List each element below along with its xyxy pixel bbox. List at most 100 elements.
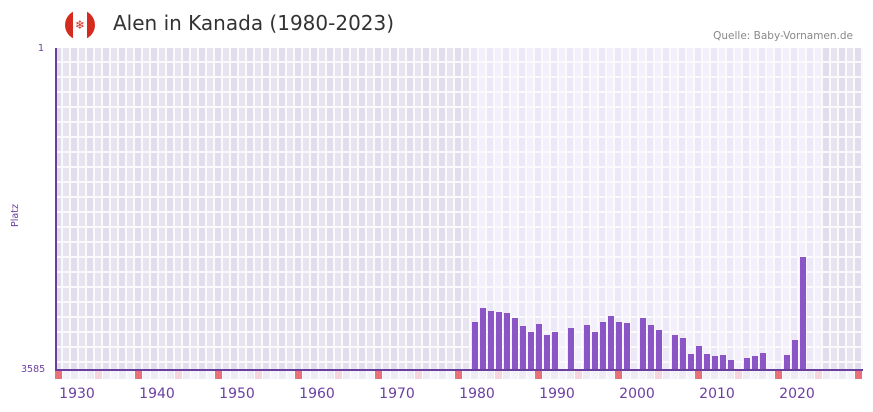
grid-column	[847, 48, 855, 370]
year-marker	[447, 371, 454, 379]
bar-2019[interactable]	[783, 354, 790, 370]
grid-column	[127, 48, 135, 370]
year-marker	[167, 371, 174, 379]
year-marker	[575, 371, 582, 379]
grid-column	[343, 48, 351, 370]
bar-1986[interactable]	[519, 325, 526, 370]
year-marker	[79, 371, 86, 379]
bar-1984[interactable]	[503, 312, 510, 370]
grid-column	[751, 48, 759, 370]
bar-1982[interactable]	[487, 311, 494, 370]
year-marker	[599, 371, 606, 379]
grid-column	[455, 48, 463, 370]
bar-2005[interactable]	[671, 334, 678, 370]
grid-column	[263, 48, 271, 370]
bar-1994[interactable]	[583, 325, 590, 370]
bar-2021[interactable]	[799, 256, 806, 370]
bar-1990[interactable]	[551, 331, 558, 370]
grid-column	[239, 48, 247, 370]
year-marker	[815, 371, 822, 379]
grid-column	[191, 48, 199, 370]
bar-1985[interactable]	[511, 317, 518, 370]
year-marker	[263, 371, 270, 379]
grid-column	[623, 48, 631, 370]
year-marker	[615, 371, 622, 379]
bar-1995[interactable]	[591, 331, 598, 370]
grid-column	[311, 48, 319, 370]
bar-1992[interactable]	[567, 327, 574, 370]
year-marker	[71, 371, 78, 379]
year-marker	[495, 371, 502, 379]
grid-column	[791, 48, 799, 370]
bar-2016[interactable]	[759, 352, 766, 370]
grid-column	[111, 48, 119, 370]
grid-column	[143, 48, 151, 370]
year-marker	[359, 371, 366, 379]
bar-1997[interactable]	[607, 316, 614, 370]
grid-column	[479, 48, 487, 370]
year-marker	[463, 371, 470, 379]
bar-2020[interactable]	[791, 339, 798, 370]
bar-2009[interactable]	[703, 353, 710, 370]
bar-1981[interactable]	[479, 308, 486, 370]
grid-column	[415, 48, 423, 370]
year-marker	[143, 371, 150, 379]
bar-2006[interactable]	[679, 337, 686, 370]
y-axis-line	[55, 48, 57, 370]
bar-2001[interactable]	[639, 317, 646, 370]
year-marker	[527, 371, 534, 379]
year-marker	[255, 371, 262, 379]
grid-column	[799, 48, 807, 370]
grid-column	[615, 48, 623, 370]
year-marker	[343, 371, 350, 379]
grid-column	[463, 48, 471, 370]
bar-1989[interactable]	[543, 334, 550, 370]
bar-2007[interactable]	[687, 353, 694, 370]
year-marker	[55, 371, 62, 379]
year-marker	[791, 371, 798, 379]
year-marker	[735, 371, 742, 379]
bar-1996[interactable]	[599, 321, 606, 370]
year-marker	[783, 371, 790, 379]
year-marker	[711, 371, 718, 379]
bar-2002[interactable]	[647, 325, 654, 370]
year-marker	[207, 371, 214, 379]
bar-1987[interactable]	[527, 331, 534, 370]
grid-column	[671, 48, 679, 370]
bar-2014[interactable]	[743, 357, 750, 370]
bar-2011[interactable]	[719, 354, 726, 370]
grid-column	[511, 48, 519, 370]
year-marker	[407, 371, 414, 379]
bar-2003[interactable]	[655, 330, 662, 370]
grid-column	[503, 48, 511, 370]
grid-column	[423, 48, 431, 370]
year-marker	[551, 371, 558, 379]
year-marker	[391, 371, 398, 379]
bar-2010[interactable]	[711, 355, 718, 370]
bar-1998[interactable]	[615, 321, 622, 370]
bar-1983[interactable]	[495, 312, 502, 370]
bar-2012[interactable]	[727, 359, 734, 370]
grid-column	[303, 48, 311, 370]
year-marker	[623, 371, 630, 379]
grid-column	[695, 48, 703, 370]
grid-column	[679, 48, 687, 370]
year-marker	[487, 371, 494, 379]
x-tick-1940: 1940	[139, 386, 175, 402]
grid-column	[183, 48, 191, 370]
grid-column	[287, 48, 295, 370]
grid-column	[527, 48, 535, 370]
bar-1999[interactable]	[623, 322, 630, 370]
bar-1988[interactable]	[535, 323, 542, 370]
grid-column	[71, 48, 79, 370]
bar-2008[interactable]	[695, 345, 702, 370]
year-marker	[423, 371, 430, 379]
year-marker	[831, 371, 838, 379]
bar-1980[interactable]	[471, 321, 478, 370]
grid-column	[375, 48, 383, 370]
bar-2015[interactable]	[751, 355, 758, 370]
grid-column	[207, 48, 215, 370]
grid-column	[759, 48, 767, 370]
year-marker	[727, 371, 734, 379]
grid-column	[471, 48, 479, 370]
